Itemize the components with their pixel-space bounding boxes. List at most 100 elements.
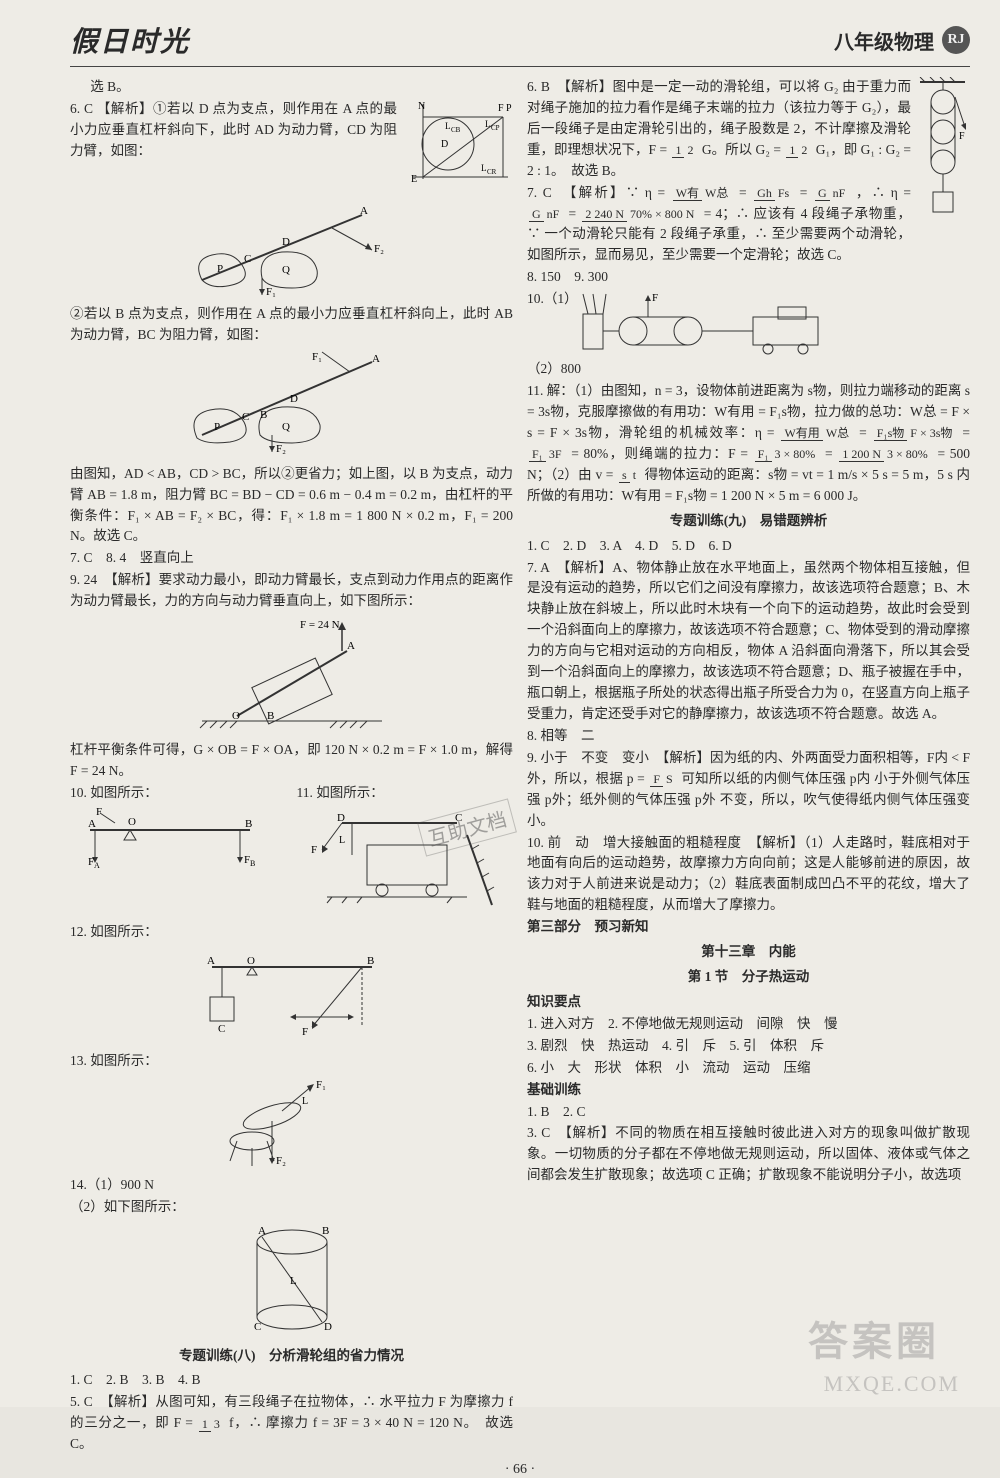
svg-text:D: D	[282, 236, 290, 248]
svg-text:B: B	[367, 955, 374, 967]
svg-text:B: B	[267, 710, 274, 722]
svg-text:A: A	[372, 353, 380, 365]
fraction: 12	[786, 144, 810, 157]
fraction: 2 240 N70% × 800 N	[582, 208, 697, 221]
svg-text:C: C	[242, 411, 249, 423]
fraction: GnF	[815, 187, 848, 200]
svg-text:Q: Q	[282, 421, 290, 433]
svg-text:A: A	[88, 818, 96, 830]
label-F24: F = 24 N	[300, 619, 340, 631]
svg-text:F: F	[311, 844, 317, 856]
text-line: 7. A 【解析】A、物体静止放在水平地面上，虽然两个物体相互接触，但是没有运动…	[527, 558, 970, 725]
chapter-13-title: 第十三章 内能	[527, 942, 970, 963]
svg-text:F₂: F₂	[276, 1155, 286, 1167]
text-line: 8. 150 9. 300	[527, 267, 970, 288]
left-column: 选 B。 N E FP LCB LCP LCR D	[70, 77, 513, 1456]
svg-text:CP: CP	[491, 124, 500, 132]
svg-text:F₁: F₁	[312, 351, 322, 363]
header-title-right: 八年级物理 RJ	[834, 26, 970, 55]
svg-text:L: L	[290, 1275, 297, 1287]
text-line: 11. 如图所示：	[297, 783, 514, 804]
svg-text:O: O	[232, 710, 240, 722]
svg-text:F: F	[96, 806, 102, 818]
content-columns: 选 B。 N E FP LCB LCP LCR D	[70, 77, 970, 1456]
text-line: 10. 如图所示：	[70, 783, 287, 804]
svg-text:D: D	[337, 812, 345, 824]
svg-text:Q: Q	[282, 264, 290, 276]
text-line: 8. 相等 二	[527, 726, 970, 747]
text-line: 1. C 2. D 3. A 4. D 5. D 6. D	[527, 536, 970, 557]
text-line: 1. B 2. C	[527, 1102, 970, 1123]
svg-text:F₂: F₂	[276, 443, 286, 455]
section-title-8: 专题训练(八) 分析滑轮组的省力情况	[70, 1346, 513, 1367]
svg-text:N: N	[418, 101, 425, 112]
text-line: 1. 进入对方 2. 不停地做无规则运动 间隙 快 慢	[527, 1014, 970, 1035]
diagram-q6-circle: N E FP LCB LCP LCR D	[403, 99, 513, 196]
text-line: 6. B 【解析】图中是一定一动的滑轮组，可以将 G₂ 由于重力而对绳子施加的拉…	[527, 77, 970, 182]
header-subject: 八年级物理	[834, 26, 934, 55]
text-line: 14.（1）900 N	[70, 1175, 513, 1196]
section-title-9: 专题训练(九) 易错题辨析	[527, 511, 970, 532]
svg-text:A: A	[360, 205, 368, 217]
knowledge-points-hdr: 知识要点	[527, 992, 970, 1013]
svg-text:P: P	[506, 103, 512, 114]
svg-text:L: L	[445, 121, 451, 131]
text-line: 选 B。	[70, 77, 513, 98]
diagram-q14: A B C D L	[222, 1222, 362, 1342]
text-line: 7. C 【解析】∵ η = W有W总 = GhFs = GnF ，∴ η = …	[527, 183, 970, 267]
svg-text:O: O	[247, 955, 255, 967]
text-line: （2）如下图所示：	[70, 1197, 513, 1218]
svg-text:B: B	[250, 859, 255, 868]
svg-text:L: L	[485, 119, 491, 129]
svg-text:D: D	[324, 1321, 332, 1333]
text-line: 9. 小于 不变 变小 【解析】因为纸的内、外两面受力面积相等，F内 < F外，…	[527, 748, 970, 832]
text-line: 11. 解：（1）由图知，n = 3，设物体前进距离为 s物，则拉力端移动的距离…	[527, 381, 970, 507]
svg-text:F: F	[959, 131, 965, 142]
q10-label: 10.（1）	[527, 289, 578, 310]
diagram-q11: DC F L	[297, 805, 497, 915]
text-line: 1. C 2. B 3. B 4. B	[70, 1370, 513, 1391]
diagram-q10r: F	[578, 289, 858, 359]
diagram-pulley-q7: F	[915, 77, 970, 244]
page-number: · 66 ·	[70, 1462, 970, 1478]
svg-text:C: C	[244, 253, 251, 265]
text-line: 由图知，AD < AB，CD > BC，所以②更省力；如上图，以 B 为支点，动…	[70, 464, 513, 548]
text-line: 12. 如图所示：	[70, 922, 513, 943]
svg-text:A: A	[94, 861, 100, 870]
svg-text:F₂: F₂	[374, 243, 384, 255]
svg-text:B: B	[322, 1225, 329, 1237]
svg-text:CR: CR	[487, 168, 497, 176]
text-line: 3. C 【解析】不同的物质在相互接触时彼此进入对方的现象叫做扩散现象。一切物质…	[527, 1123, 970, 1186]
svg-text:D: D	[441, 139, 448, 150]
svg-text:C: C	[218, 1023, 225, 1035]
svg-text:P: P	[217, 263, 223, 275]
fraction: GhFs	[754, 187, 792, 200]
svg-text:F₁: F₁	[266, 286, 276, 298]
text-line: 3. 剧烈 快 热运动 4. 引 斥 5. 引 体积 斥	[527, 1036, 970, 1057]
header-badge: RJ	[942, 26, 970, 54]
text-line: 杠杆平衡条件可得，G × OB = F × OA，即 120 N × 0.2 m…	[70, 740, 513, 782]
diagram-q9: O A B F = 24 N	[182, 616, 402, 736]
diagram-lever-1: A P Q C D F₁ F₂	[162, 200, 422, 300]
svg-text:F: F	[498, 103, 504, 114]
svg-text:F₁: F₁	[316, 1079, 326, 1091]
text-line: 7. C 8. 4 竖直向上	[70, 548, 513, 569]
fraction: GnF	[529, 208, 562, 221]
svg-text:P: P	[214, 421, 220, 433]
part-3-title: 第三部分 预习新知	[527, 917, 970, 938]
page-header: 假日时光 八年级物理 RJ	[70, 20, 970, 60]
text-line: ②若以 B 点为支点，则作用在 A 点的最小力应垂直杠杆斜向上，此时 AB 为动…	[70, 304, 513, 346]
header-divider	[70, 66, 970, 67]
diagram-lever-2: A P Q C B D F₂ F₁	[162, 350, 422, 460]
svg-text:CB: CB	[451, 126, 461, 134]
svg-text:D: D	[290, 393, 298, 405]
text-line: 13. 如图所示：	[70, 1051, 513, 1072]
svg-text:F: F	[302, 1026, 308, 1038]
right-column: F 6. B 【解析】图中是一定一动的滑轮组，可以将 G₂ 由于重力而对绳子施加…	[527, 77, 970, 1456]
text-line: （2）800	[527, 359, 970, 380]
fraction: 13	[199, 1418, 223, 1431]
svg-text:L: L	[339, 835, 345, 846]
fraction: 12	[672, 144, 696, 157]
svg-text:B: B	[245, 818, 252, 830]
svg-text:L: L	[302, 1096, 308, 1107]
